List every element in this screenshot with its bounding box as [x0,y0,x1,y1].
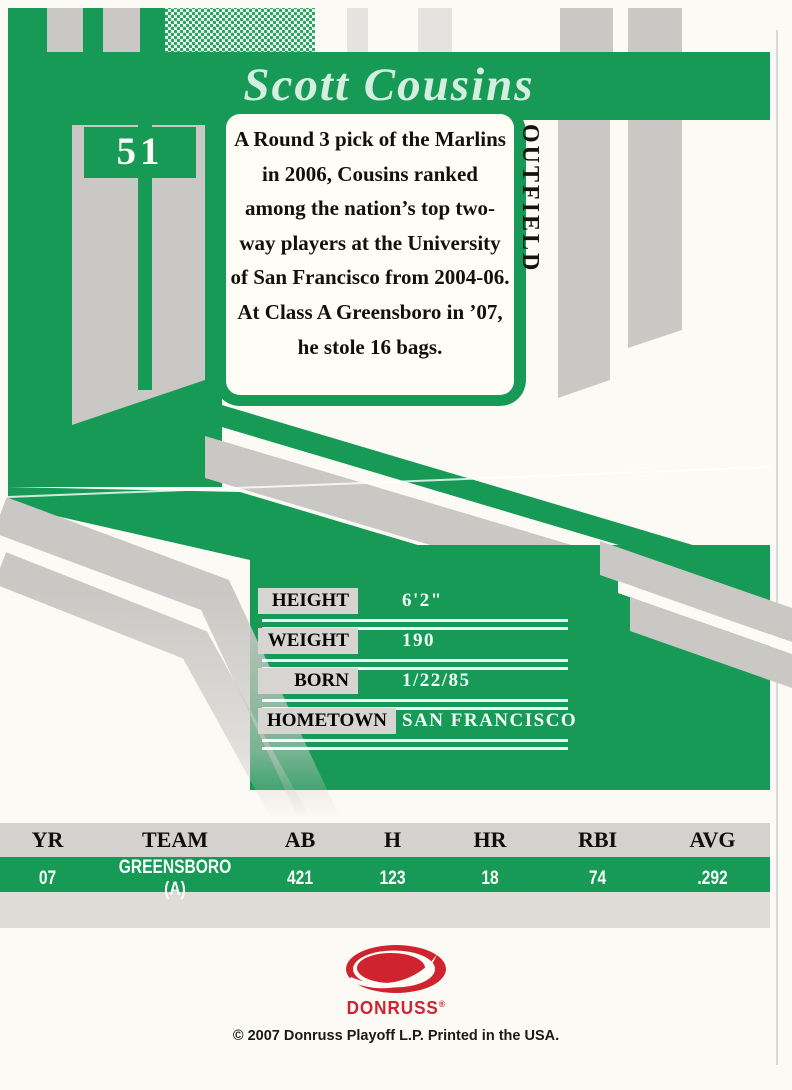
stats-footer-band [0,892,770,928]
vitals-divider [262,739,568,750]
stats-header-row: YR TEAM AB H HR RBI AVG [0,823,770,857]
stats-header: H [383,827,402,852]
vitals-value: 190 [402,630,435,651]
vitals-value: SAN FRANCISCO [402,710,578,731]
position-label: OUTFIELD [517,124,543,274]
registered-mark: ® [438,999,446,1009]
vitals-label: HOMETOWN [258,708,396,734]
stats-header: TEAM [142,827,208,852]
vitals-value: 6'2" [402,590,443,611]
stats-cell: 421 [286,868,313,889]
stats-header: YR [31,827,64,852]
vitals-label: WEIGHT [258,628,358,654]
card-number: 51 [84,127,196,178]
vitals-row-height: HEIGHT 6'2" [258,588,578,630]
brand-name: DONRUSS® [346,998,446,1018]
copyright-line: © 2007 Donruss Playoff L.P. Printed in t… [232,1028,560,1044]
vitals-table: HEIGHT 6'2" WEIGHT 190 BORN 1/22/85 HOME… [258,588,578,750]
stats-cell: 07 [38,868,57,889]
vitals-row-hometown: HOMETOWN SAN FRANCISCO [258,708,578,750]
vitals-row-weight: WEIGHT 190 [258,628,578,670]
player-name: Scott Cousins [243,59,535,111]
vitals-divider [262,619,568,630]
stats-cell: .292 [697,868,728,889]
bio-text: A Round 3 pick of the Marlins in 2006, C… [230,127,510,359]
vitals-label: HEIGHT [258,588,358,614]
vitals-label: BORN [258,668,358,694]
brand-logo: DONRUSS® [316,944,476,1019]
stats-table: YR TEAM AB H HR RBI AVG 07 GREENSBORO (A… [0,823,770,928]
stats-data-row: 07 GREENSBORO (A) 421 123 18 74 .292 [0,857,770,900]
stats-header: AVG [689,827,736,852]
stats-cell: 123 [379,868,406,889]
stats-header: RBI [577,827,618,852]
stats-cell: 74 [588,868,607,889]
vitals-divider [262,659,568,670]
stats-cell: 18 [481,868,499,889]
stats-cell: GREENSBORO (A) [118,857,232,900]
stats-header: AB [284,827,316,852]
vitals-row-born: BORN 1/22/85 [258,668,578,710]
stats-header: HR [473,827,507,852]
vitals-divider [262,699,568,710]
vitals-value: 1/22/85 [402,670,471,691]
donruss-logo-icon [346,945,446,993]
